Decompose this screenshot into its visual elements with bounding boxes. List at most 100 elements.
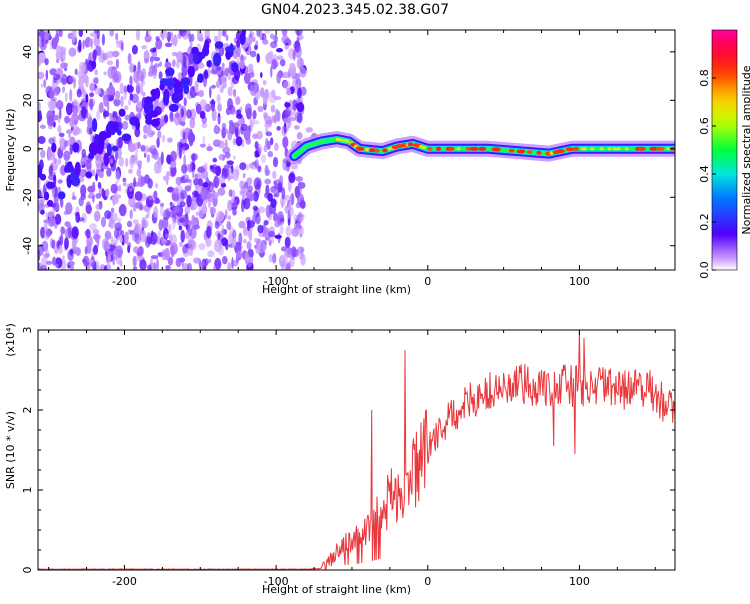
noise-blob bbox=[227, 86, 233, 97]
noise-blob bbox=[248, 63, 254, 70]
noise-blob bbox=[165, 208, 171, 220]
noise-blob bbox=[51, 142, 57, 153]
ridge-peak bbox=[338, 138, 343, 142]
noise-blob bbox=[96, 237, 100, 248]
noise-blob bbox=[124, 105, 129, 110]
noise-blob bbox=[226, 160, 234, 166]
noise-blob bbox=[107, 253, 112, 266]
ridge-peak bbox=[345, 139, 350, 143]
noise-blob bbox=[197, 166, 205, 174]
x-tick-label: 100 bbox=[569, 275, 590, 288]
noise-blob bbox=[71, 238, 76, 251]
noise-blob bbox=[153, 190, 158, 200]
noise-blob bbox=[80, 184, 87, 197]
noise-blob bbox=[180, 120, 186, 127]
ridge-peak bbox=[508, 148, 515, 153]
streak-blob bbox=[64, 163, 74, 173]
noise-blob bbox=[65, 92, 68, 103]
noise-blob bbox=[224, 139, 228, 152]
noise-blob bbox=[168, 223, 172, 234]
noise-blob bbox=[135, 30, 141, 41]
noise-blob bbox=[199, 143, 206, 148]
streak-blob bbox=[103, 132, 112, 139]
noise-blob bbox=[146, 232, 152, 240]
noise-blob bbox=[95, 173, 98, 182]
noise-blob bbox=[78, 30, 83, 37]
noise-blob bbox=[182, 32, 189, 40]
noise-blob bbox=[217, 102, 222, 112]
noise-blob bbox=[245, 164, 250, 171]
noise-blob bbox=[284, 45, 289, 50]
streak-blob bbox=[191, 46, 199, 56]
noise-blob bbox=[221, 122, 227, 130]
noise-blob bbox=[217, 140, 225, 149]
noise-blob bbox=[89, 92, 95, 98]
y-tick-label: 40 bbox=[21, 45, 34, 59]
noise-blob bbox=[171, 36, 178, 46]
noise-blob bbox=[187, 220, 194, 226]
noise-blob bbox=[221, 237, 228, 247]
noise-blob bbox=[156, 164, 162, 174]
noise-blob bbox=[157, 130, 162, 140]
noise-blob bbox=[271, 59, 278, 70]
noise-blob bbox=[197, 206, 204, 219]
noise-blob bbox=[257, 165, 262, 173]
ridge-peak bbox=[448, 146, 455, 151]
noise-blob bbox=[297, 87, 302, 99]
noise-blob bbox=[206, 146, 213, 152]
noise-blob bbox=[126, 220, 133, 228]
noise-blob bbox=[236, 113, 243, 119]
ridge-peak bbox=[656, 146, 665, 151]
noise-blob bbox=[272, 252, 277, 264]
noise-blob bbox=[206, 225, 212, 239]
noise-blob bbox=[296, 37, 300, 43]
noise-blob bbox=[144, 34, 152, 43]
noise-blob bbox=[78, 61, 86, 74]
noise-blob bbox=[134, 231, 142, 245]
noise-blob bbox=[265, 131, 273, 137]
noise-blob bbox=[231, 76, 240, 85]
noise-blob bbox=[161, 101, 165, 113]
noise-blob bbox=[221, 30, 226, 37]
noise-blob bbox=[43, 230, 51, 240]
noise-blob bbox=[249, 84, 257, 97]
noise-blob bbox=[297, 181, 306, 189]
streak-blob bbox=[111, 145, 119, 152]
noise-blob bbox=[174, 112, 181, 119]
noise-blob bbox=[182, 244, 189, 254]
streak-blob bbox=[92, 118, 98, 133]
noise-blob bbox=[60, 226, 66, 235]
noise-blob bbox=[113, 98, 121, 107]
noise-blob bbox=[120, 230, 125, 236]
noise-blob bbox=[173, 206, 180, 213]
noise-blob bbox=[194, 80, 199, 94]
noise-blob bbox=[268, 239, 272, 246]
noise-blob bbox=[100, 216, 107, 228]
noise-blob bbox=[246, 107, 252, 120]
noise-blob bbox=[242, 173, 246, 179]
noise-blob bbox=[181, 146, 186, 155]
noise-blob bbox=[224, 128, 229, 135]
noise-blob bbox=[38, 249, 41, 262]
noise-blob bbox=[248, 220, 255, 228]
noise-blob bbox=[273, 96, 282, 101]
noise-blob bbox=[104, 251, 108, 256]
noise-blob bbox=[289, 207, 294, 217]
noise-blob bbox=[198, 243, 206, 251]
noise-blob bbox=[111, 50, 120, 58]
noise-blob bbox=[103, 71, 107, 76]
noise-blob bbox=[120, 41, 124, 52]
ridge-peak bbox=[607, 147, 612, 151]
noise-blob bbox=[64, 237, 69, 250]
noise-blob bbox=[81, 106, 87, 119]
noise-blob bbox=[96, 110, 101, 121]
noise-blob bbox=[289, 195, 293, 202]
noise-blob bbox=[172, 59, 176, 68]
ridge-peak bbox=[374, 148, 380, 153]
noise-blob bbox=[44, 58, 49, 66]
noise-blob bbox=[221, 224, 225, 237]
noise-blob bbox=[162, 134, 166, 143]
noise-blob bbox=[78, 197, 84, 207]
noise-blob bbox=[192, 109, 196, 117]
